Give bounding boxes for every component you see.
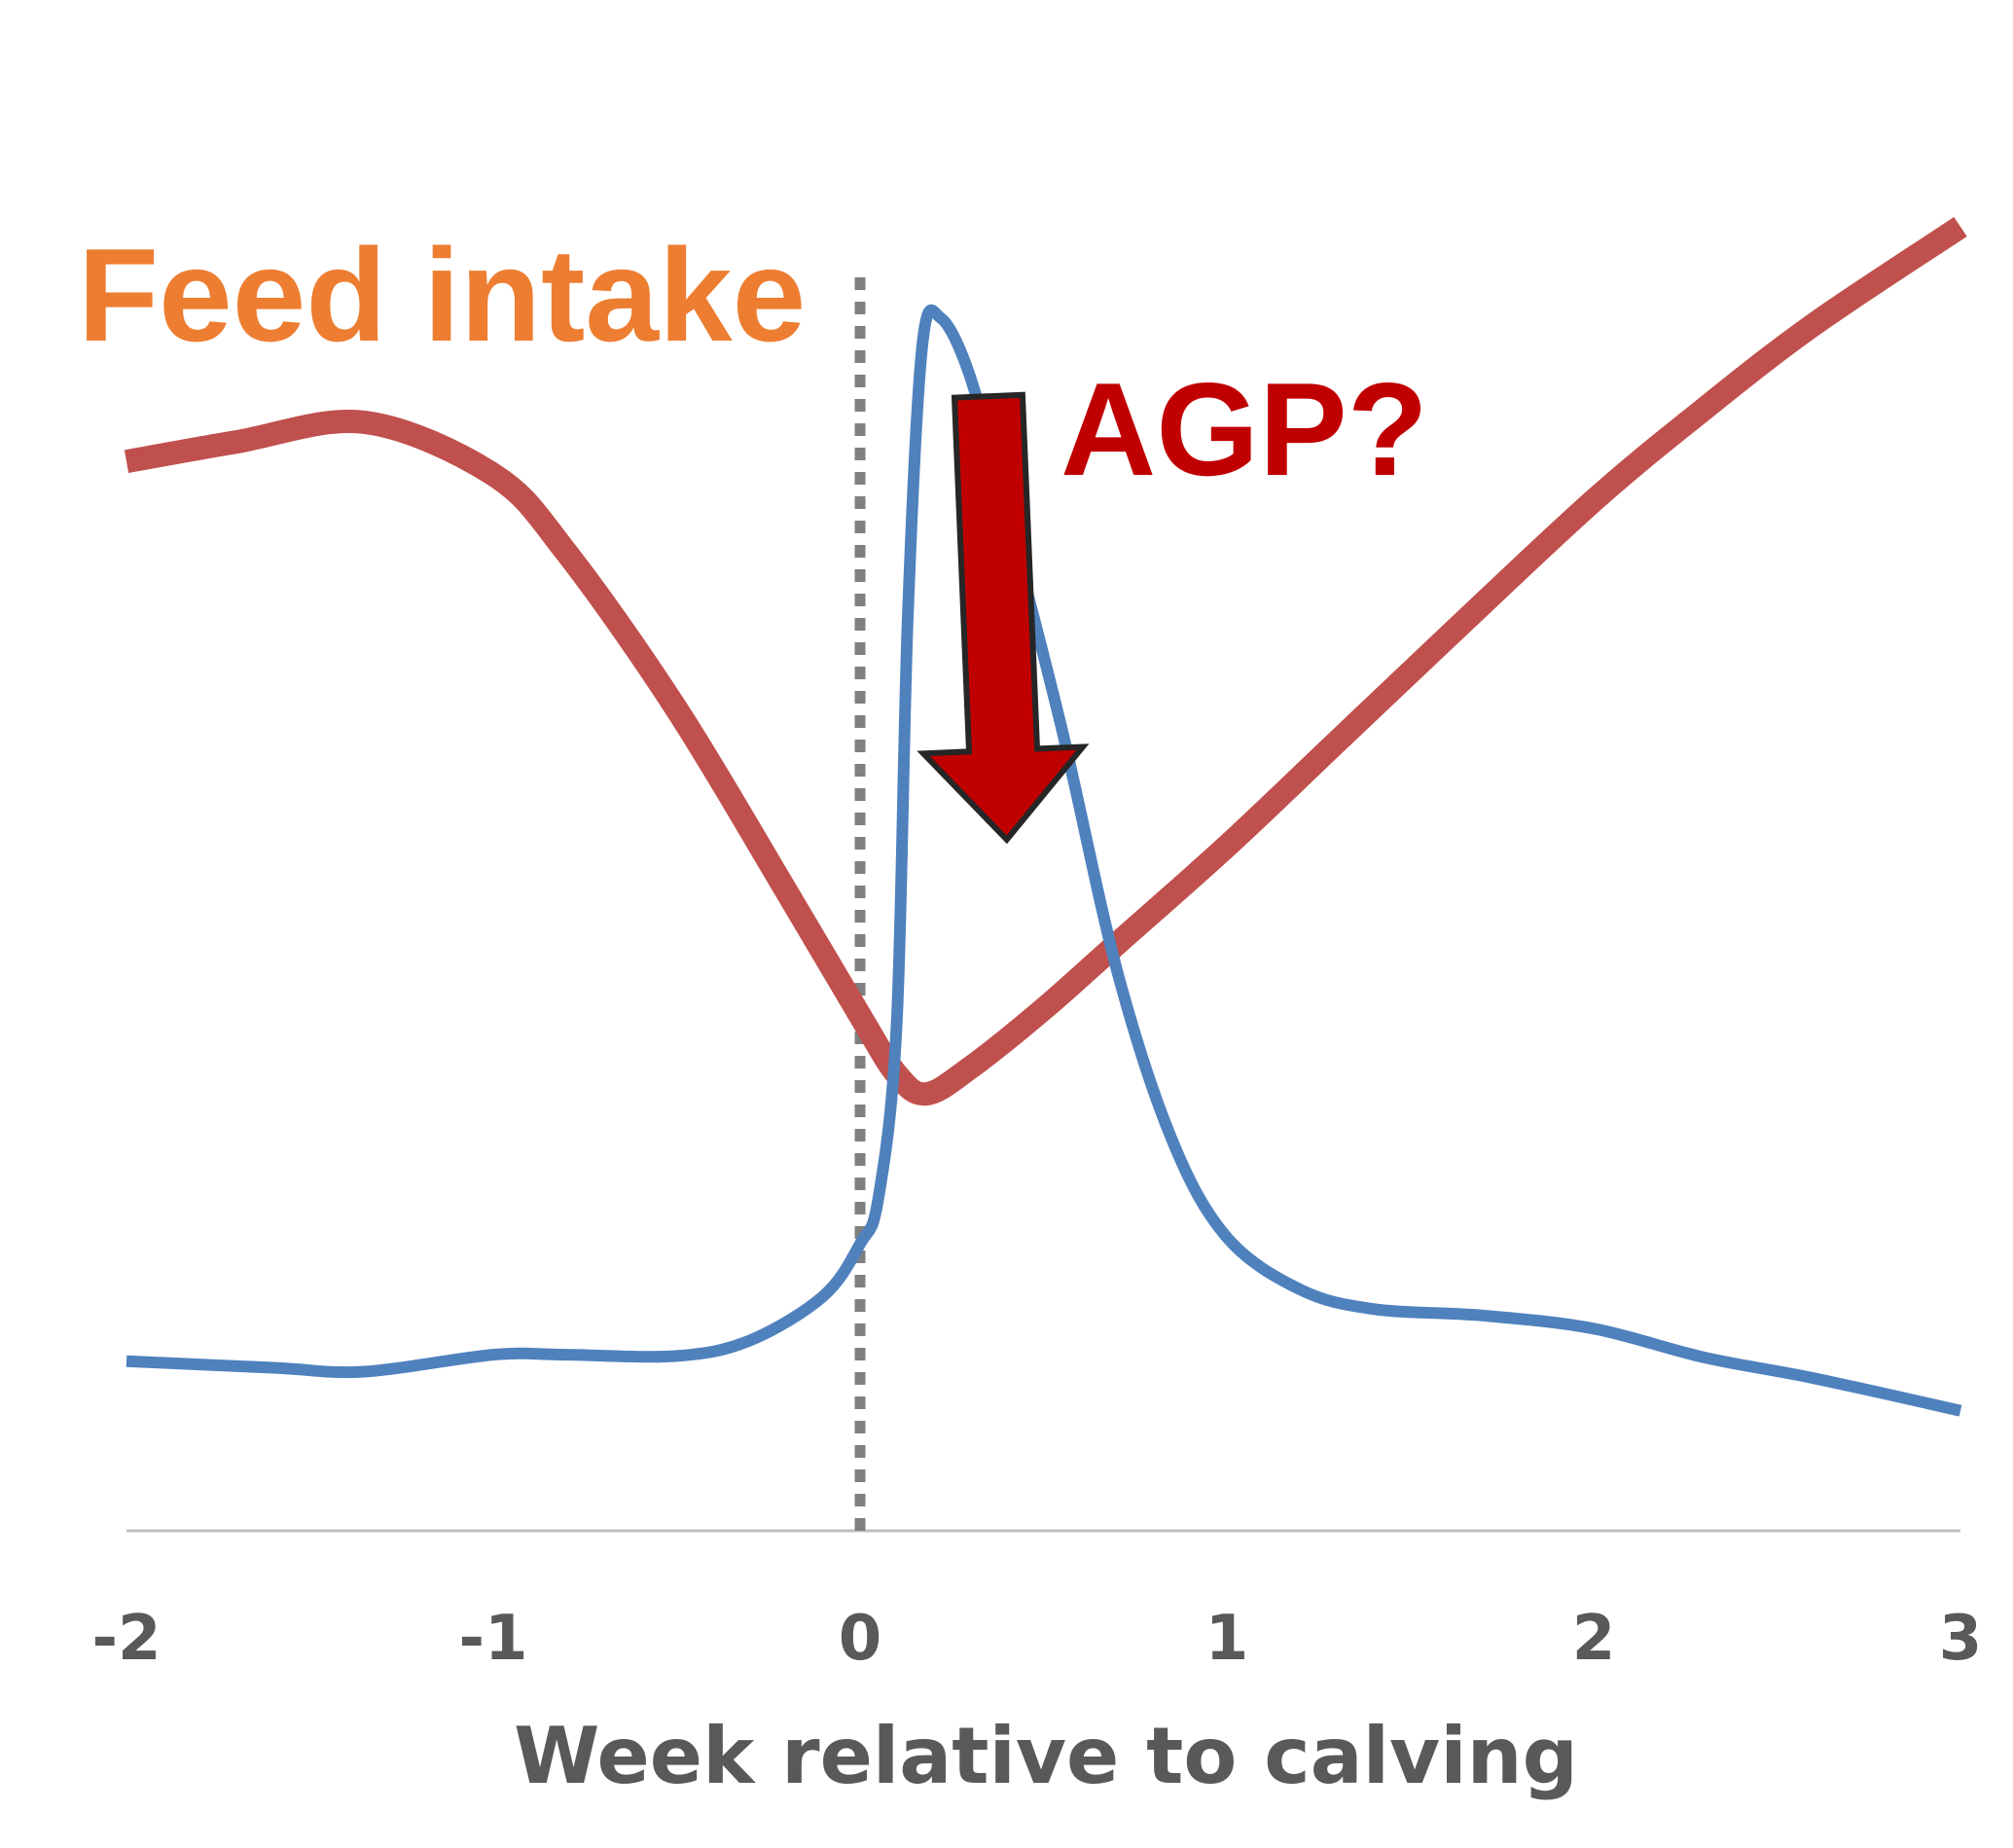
x-axis-title: Week relative to calving [514, 1711, 1578, 1801]
series-feed-intake-line [124, 217, 1967, 1106]
agp-label: AGP? [1060, 355, 1428, 503]
feed-intake-label: Feed intake [78, 221, 806, 369]
x-tick-label: 1 [1205, 1603, 1249, 1675]
x-tick-label: 0 [839, 1603, 882, 1675]
down-arrow-icon [917, 391, 1090, 845]
x-tick-label: 3 [1939, 1603, 1983, 1675]
series-agp-line [126, 304, 1962, 1417]
x-tick-label: 2 [1572, 1603, 1616, 1675]
x-tick-label: -1 [458, 1603, 527, 1675]
x-tick-labels: -2 -1 0 1 2 3 [91, 1603, 1982, 1675]
x-tick-label: -2 [91, 1603, 161, 1675]
